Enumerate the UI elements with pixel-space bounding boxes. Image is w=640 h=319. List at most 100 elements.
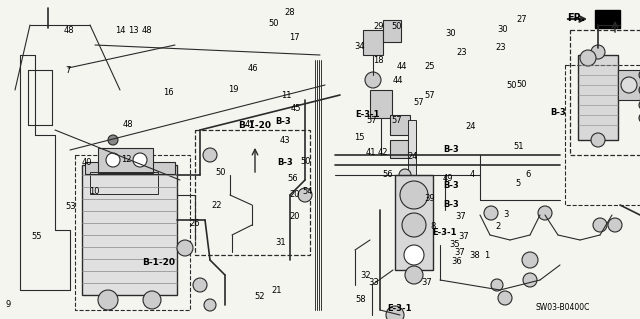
Text: 50: 50 — [507, 81, 517, 90]
Text: 48: 48 — [123, 120, 133, 129]
Bar — [370, 90, 392, 118]
Text: 33: 33 — [369, 278, 379, 287]
Circle shape — [484, 206, 498, 220]
Circle shape — [204, 299, 216, 311]
Bar — [390, 115, 410, 135]
Circle shape — [402, 213, 426, 237]
Text: 37: 37 — [458, 232, 468, 241]
Text: 57: 57 — [392, 116, 402, 125]
Text: 50: 50 — [269, 19, 279, 28]
Text: B-3: B-3 — [444, 200, 459, 209]
Text: 25: 25 — [425, 63, 435, 71]
Text: 32: 32 — [360, 271, 371, 280]
Text: 5: 5 — [516, 179, 521, 188]
Bar — [390, 140, 408, 158]
Text: 52: 52 — [254, 292, 264, 301]
Circle shape — [593, 218, 607, 232]
Text: 35: 35 — [449, 241, 460, 249]
Text: 54: 54 — [302, 187, 312, 196]
Circle shape — [639, 70, 640, 80]
Text: 50: 50 — [301, 157, 311, 166]
Circle shape — [365, 72, 381, 88]
Text: 10: 10 — [90, 187, 100, 196]
Circle shape — [203, 148, 217, 162]
Circle shape — [621, 77, 637, 93]
Text: 14: 14 — [115, 26, 125, 35]
Bar — [75, 155, 190, 310]
Polygon shape — [595, 10, 620, 28]
Text: 44: 44 — [397, 63, 407, 71]
Text: 53: 53 — [65, 202, 76, 211]
Text: 46: 46 — [248, 64, 258, 73]
Text: B-1-20: B-1-20 — [142, 258, 175, 267]
Text: 21: 21 — [271, 286, 282, 295]
Text: SW03-B0400C: SW03-B0400C — [535, 303, 589, 313]
Text: B-3: B-3 — [550, 108, 566, 117]
Circle shape — [405, 266, 423, 284]
Text: 24: 24 — [408, 152, 418, 161]
Text: 12: 12 — [122, 155, 132, 164]
Text: 20: 20 — [289, 212, 300, 221]
Text: 22: 22 — [211, 201, 221, 210]
Text: 11: 11 — [282, 91, 292, 100]
Circle shape — [298, 188, 312, 202]
Text: 50: 50 — [216, 168, 226, 177]
Text: 49: 49 — [443, 174, 453, 183]
Text: 41: 41 — [366, 148, 376, 157]
Text: 57: 57 — [413, 98, 424, 107]
Bar — [363, 30, 383, 55]
Text: 4: 4 — [470, 170, 475, 179]
Bar — [578, 55, 618, 140]
Circle shape — [491, 279, 503, 291]
Circle shape — [404, 245, 424, 265]
Text: 56: 56 — [382, 170, 392, 179]
Circle shape — [133, 153, 147, 167]
Text: 24: 24 — [465, 122, 476, 130]
Text: 37: 37 — [454, 248, 465, 256]
Text: 37: 37 — [421, 278, 431, 287]
Text: 20: 20 — [289, 190, 300, 199]
Text: B-3: B-3 — [278, 158, 293, 167]
Text: 42: 42 — [378, 148, 388, 157]
Text: 31: 31 — [275, 238, 285, 247]
Text: 47: 47 — [244, 120, 255, 129]
Circle shape — [399, 169, 411, 181]
Text: E-3-1: E-3-1 — [356, 110, 380, 119]
Text: 55: 55 — [32, 232, 42, 241]
Bar — [90, 172, 158, 194]
Circle shape — [523, 273, 537, 287]
Circle shape — [538, 206, 552, 220]
Bar — [408, 120, 416, 175]
Text: 26: 26 — [190, 219, 200, 228]
Bar — [565, 65, 640, 205]
Text: 23: 23 — [495, 43, 506, 52]
Text: 51: 51 — [513, 142, 524, 151]
Bar — [98, 148, 153, 173]
Text: 30: 30 — [445, 29, 456, 38]
Text: 7: 7 — [66, 66, 71, 75]
Text: 17: 17 — [289, 33, 300, 42]
Text: 39: 39 — [425, 194, 435, 203]
Text: 28: 28 — [284, 8, 294, 17]
Circle shape — [522, 252, 538, 268]
Bar — [195, 130, 310, 255]
Text: 6: 6 — [525, 170, 531, 179]
Text: 34: 34 — [355, 42, 365, 51]
Bar — [383, 20, 401, 42]
Text: 16: 16 — [163, 88, 173, 97]
Text: 8: 8 — [431, 222, 436, 231]
Circle shape — [639, 113, 640, 123]
Text: 38: 38 — [470, 251, 480, 260]
Text: 9: 9 — [6, 300, 11, 309]
Circle shape — [639, 100, 640, 110]
Circle shape — [177, 240, 193, 256]
Circle shape — [143, 291, 161, 309]
Text: E-3-1: E-3-1 — [433, 228, 457, 237]
Text: 57: 57 — [425, 91, 435, 100]
Text: 19: 19 — [228, 85, 239, 94]
Bar — [570, 30, 640, 155]
Text: 36: 36 — [452, 257, 462, 266]
Text: 45: 45 — [291, 104, 301, 113]
Text: B-3: B-3 — [443, 145, 459, 154]
Bar — [82, 165, 177, 295]
